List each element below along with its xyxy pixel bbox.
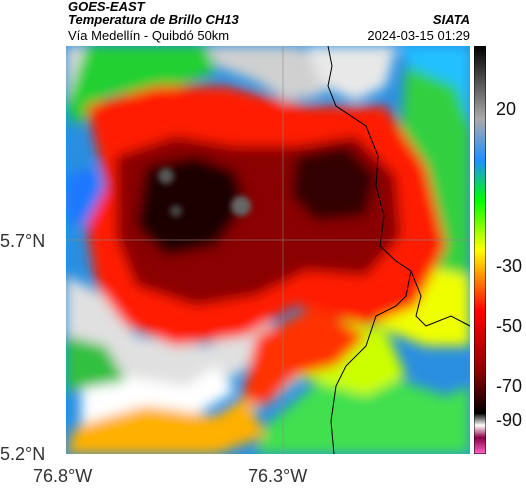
colorbar-tick-minus70: -70 [496, 376, 523, 396]
department-boundaries [327, 46, 470, 454]
colorbar-tick-minus30: -30 [496, 256, 523, 276]
brightness-temperature-image [66, 46, 470, 454]
satellite-title: GOES-EAST [68, 0, 145, 14]
product-title: Temperatura de Brillo CH13 [68, 12, 239, 27]
longitude-label-76-3: 76.3°W [248, 466, 308, 486]
latitude-label-5-7: 5.7°N [0, 231, 46, 251]
colorbar-tick-minus50: -50 [496, 316, 523, 336]
graticule [66, 46, 470, 454]
colorbar-tick-minus90: -90 [496, 410, 523, 430]
satellite-map[interactable] [66, 46, 470, 454]
longitude-label-76-8: 76.8°W [33, 466, 93, 486]
coldest-tops [158, 168, 251, 217]
route-subtitle: Vía Medellín - Quibdó 50km [68, 28, 230, 43]
timestamp-label: 2024-03-15 01:29 [367, 28, 470, 43]
temperature-colorbar [474, 46, 486, 454]
colorbar-tick-20: 20 [496, 99, 517, 119]
cloud-field [66, 46, 470, 454]
agency-label: SIATA [432, 12, 470, 27]
latitude-label-5-2: 5.2°N [0, 444, 46, 464]
